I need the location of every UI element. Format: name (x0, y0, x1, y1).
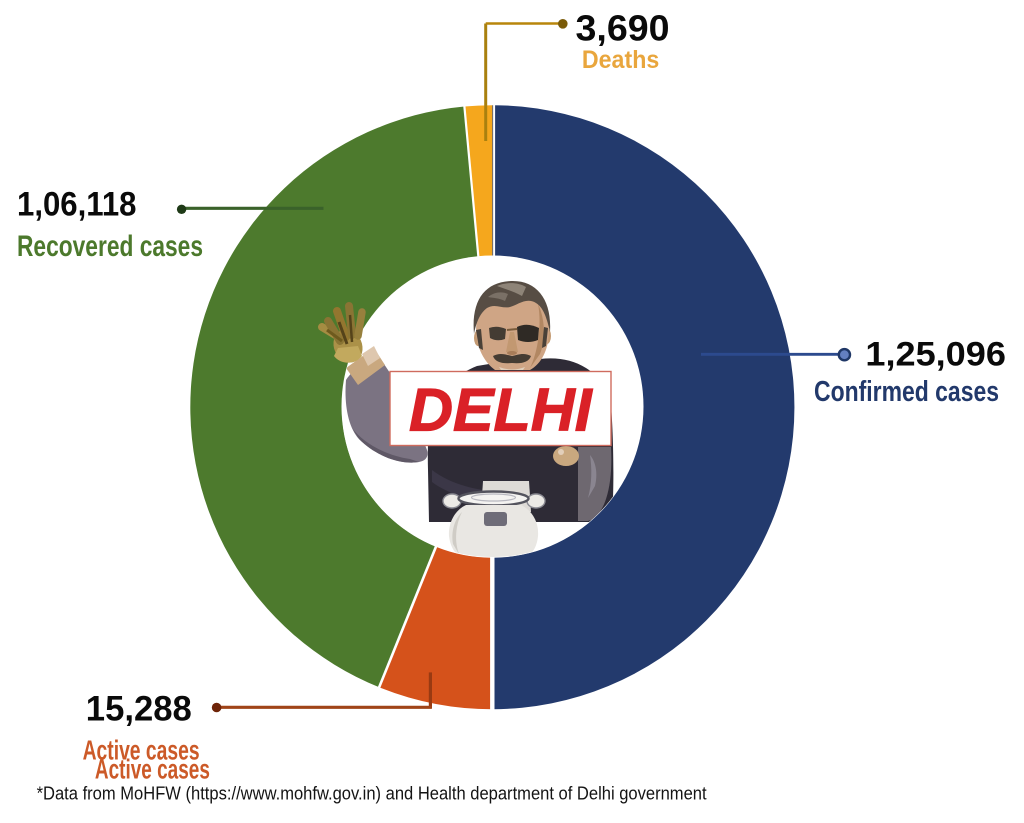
svg-text:1,06,118: 1,06,118 (17, 186, 137, 224)
svg-text:3,690: 3,690 (576, 7, 670, 48)
svg-text:Recovered cases: Recovered cases (17, 230, 203, 263)
svg-text:Active cases: Active cases (95, 754, 210, 785)
svg-text:Active cases: Active cases (83, 735, 200, 766)
svg-text:Deaths: Deaths (582, 46, 659, 74)
svg-text:DELHI: DELHI (409, 376, 593, 443)
svg-text:1,25,096: 1,25,096 (865, 336, 1006, 374)
svg-text:*Data from MoHFW (https://www.: *Data from MoHFW (https://www.mohfw.gov.… (37, 784, 707, 804)
svg-text:15,288: 15,288 (86, 690, 192, 729)
svg-text:Confirmed cases: Confirmed cases (814, 376, 999, 408)
